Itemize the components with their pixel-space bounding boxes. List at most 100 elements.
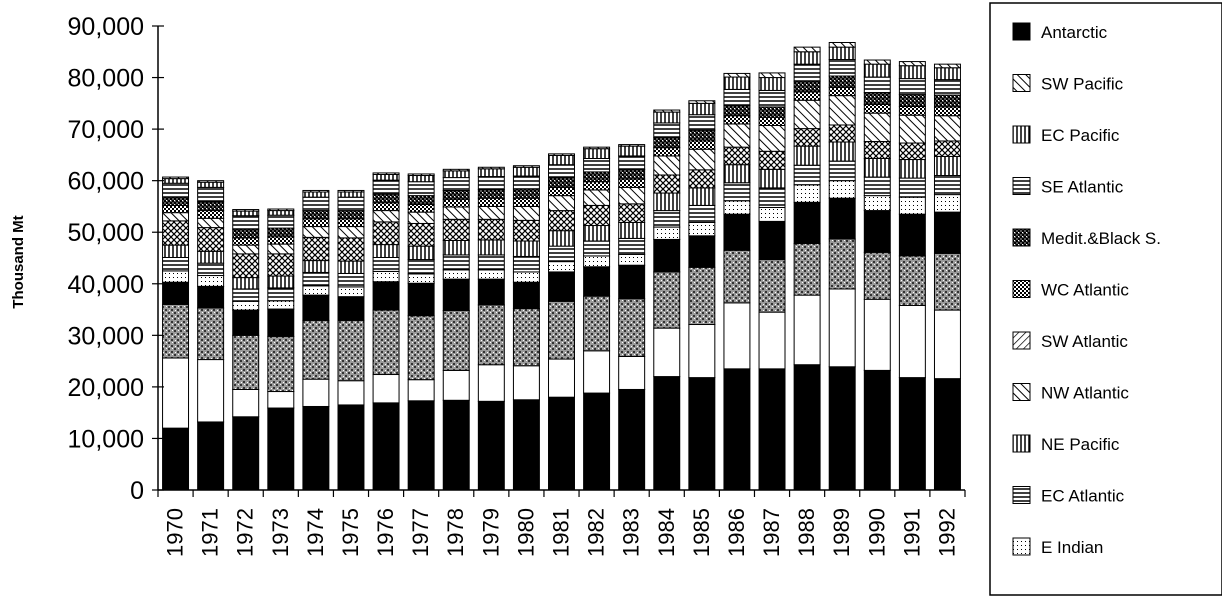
bar-segment xyxy=(688,266,716,326)
y-tick-label: 40,000 xyxy=(68,271,144,299)
bar-segment xyxy=(267,391,295,409)
legend-label: Medit.&Black S. xyxy=(1041,229,1161,248)
bar-segment xyxy=(793,128,821,147)
bar-segment xyxy=(477,304,505,366)
bar-segment xyxy=(407,181,435,197)
bar-segment xyxy=(442,168,470,172)
bar-segment xyxy=(162,220,190,246)
bar-segment xyxy=(933,94,961,108)
bar-segment xyxy=(162,212,190,222)
bar-segment xyxy=(197,180,225,183)
bar-segment xyxy=(793,243,821,296)
bar-segment xyxy=(512,165,540,168)
bar-segment xyxy=(933,175,961,196)
bar-segment xyxy=(512,175,540,190)
bar-segment xyxy=(442,170,470,179)
y-tick-label: 50,000 xyxy=(68,219,144,247)
bar-segment xyxy=(372,221,400,246)
bar-segment xyxy=(583,181,611,191)
bar-segment xyxy=(618,355,646,390)
bar-segment xyxy=(512,240,540,257)
bar-segment xyxy=(267,227,295,238)
bar-segment xyxy=(723,182,751,202)
bar-segment xyxy=(723,200,751,215)
bar-segment xyxy=(267,243,295,255)
bar-segment xyxy=(267,287,295,302)
bar-1985 xyxy=(688,100,716,491)
bar-segment xyxy=(162,357,190,429)
bar-segment xyxy=(372,374,400,404)
bar-segment xyxy=(407,282,435,317)
bar-segment xyxy=(442,310,470,371)
x-tick-label: 1981 xyxy=(549,508,574,557)
bar-segment xyxy=(337,196,365,212)
x-tick-label: 1990 xyxy=(864,508,889,557)
bar-segment xyxy=(583,148,611,159)
bar-segment xyxy=(162,204,190,214)
bar-1977 xyxy=(407,173,435,491)
bar-segment xyxy=(512,166,540,177)
bar-segment xyxy=(583,225,611,242)
bar-segment xyxy=(793,80,821,93)
bar-segment xyxy=(793,364,821,491)
bar-segment xyxy=(232,288,260,302)
bar-segment xyxy=(197,217,225,229)
bar-segment xyxy=(337,380,365,406)
bar-segment xyxy=(232,209,260,212)
legend-item: SW Atlantic xyxy=(1012,331,1128,351)
bar-segment xyxy=(442,206,470,220)
bar-segment xyxy=(583,392,611,491)
bar-segment xyxy=(232,334,260,390)
legend-label: SW Atlantic xyxy=(1041,332,1128,351)
bar-1991 xyxy=(898,61,926,491)
bar-segment xyxy=(337,226,365,239)
bar-segment xyxy=(898,304,926,379)
bar-segment xyxy=(828,141,856,162)
legend-item: E Indian xyxy=(1012,537,1103,557)
legend-label: SE Atlantic xyxy=(1041,178,1124,197)
bar-segment xyxy=(548,195,575,212)
bar-segment xyxy=(618,186,646,205)
bar-1989 xyxy=(828,41,856,491)
bar-segment xyxy=(407,400,435,491)
y-tick-label: 60,000 xyxy=(68,168,144,196)
bar-segment xyxy=(302,405,330,491)
bar-segment xyxy=(653,327,681,378)
bar-segment xyxy=(828,95,856,126)
bar-segment xyxy=(793,201,821,245)
bar-segment xyxy=(863,298,891,371)
bar-segment xyxy=(898,78,926,96)
bar-segment xyxy=(442,399,470,491)
bar-segment xyxy=(197,186,225,203)
bar-segment xyxy=(933,106,961,117)
bar-segment xyxy=(232,300,260,311)
bar-segment xyxy=(477,166,505,170)
bar-segment xyxy=(898,114,926,144)
bar-segment xyxy=(863,195,891,212)
legend-swatch xyxy=(1012,486,1031,504)
bar-segment xyxy=(723,123,751,148)
bar-segment xyxy=(933,378,961,491)
bar-segment xyxy=(618,178,646,188)
bar-segment xyxy=(583,189,611,206)
bar-segment xyxy=(688,204,716,223)
bar-segment xyxy=(723,72,751,78)
bar-segment xyxy=(793,184,821,203)
legend-swatch xyxy=(1012,177,1031,195)
bar-segment xyxy=(477,188,505,199)
legend-item: EC Atlantic xyxy=(1012,486,1125,506)
bar-segment xyxy=(583,255,611,268)
bar-segment xyxy=(337,272,365,288)
bar-segment xyxy=(688,235,716,268)
legend-item: SE Atlantic xyxy=(1012,177,1124,197)
bar-segment xyxy=(197,262,225,277)
bar-segment xyxy=(688,324,716,379)
bar-segment xyxy=(337,286,365,298)
bar-segment xyxy=(548,245,575,263)
bar-segment xyxy=(758,168,786,189)
bar-segment xyxy=(618,145,646,157)
bar-segment xyxy=(828,59,856,77)
bar-segment xyxy=(653,109,681,113)
bar-segment xyxy=(407,259,435,275)
